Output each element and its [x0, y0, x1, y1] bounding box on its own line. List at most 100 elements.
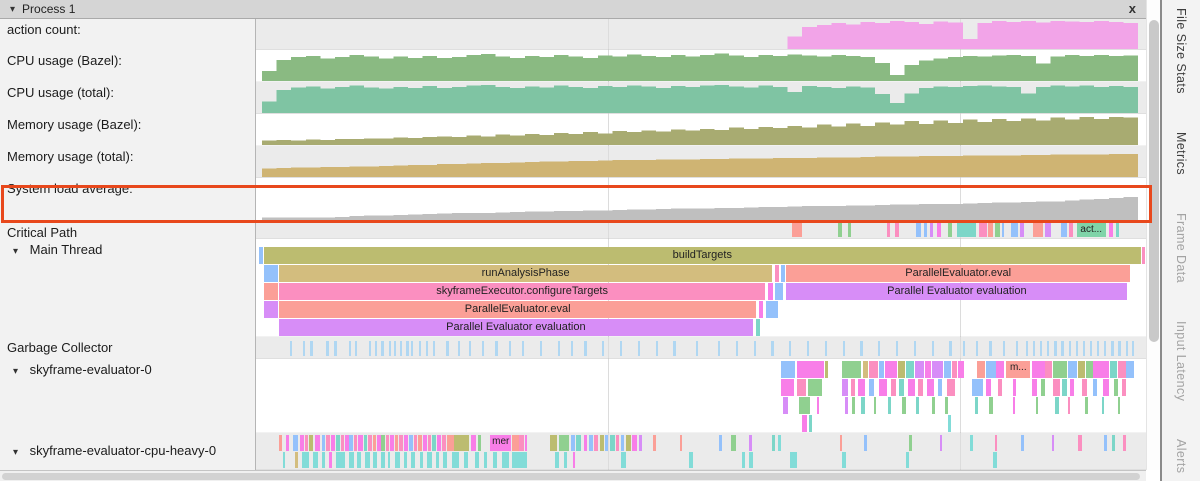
flame-bar[interactable] — [399, 435, 403, 451]
flame-bar[interactable] — [905, 361, 914, 378]
flame-bar[interactable] — [887, 397, 891, 414]
flame-bar[interactable] — [403, 452, 408, 468]
flame-bar[interactable] — [604, 435, 609, 451]
flame-bar[interactable] — [913, 341, 916, 356]
flame-bar[interactable] — [781, 361, 796, 378]
flame-bar[interactable] — [749, 435, 752, 451]
flame-bar[interactable] — [972, 379, 984, 396]
flame-bar[interactable] — [369, 341, 372, 356]
flame-bar[interactable] — [357, 452, 361, 468]
flame-bar[interactable] — [426, 452, 433, 468]
flame-bar[interactable] — [944, 397, 948, 414]
flame-bar[interactable] — [914, 361, 925, 378]
flame-bar-labeled[interactable]: ParallelEvaluator.eval — [786, 265, 1130, 282]
flame-bar[interactable] — [756, 319, 760, 336]
flame-bar[interactable] — [1108, 223, 1114, 237]
flame-bar[interactable] — [406, 341, 409, 356]
flame-bar[interactable] — [522, 341, 525, 356]
flame-bar[interactable] — [1126, 361, 1134, 378]
flame-bar[interactable] — [695, 341, 698, 356]
flame-bar[interactable] — [839, 435, 843, 451]
flame-bar[interactable] — [1093, 361, 1109, 378]
horizontal-scrollbar-thumb[interactable] — [2, 473, 1140, 480]
flame-bar-labeled[interactable]: skyframeExecutor.configureTargets — [279, 283, 766, 300]
flame-bar[interactable] — [1070, 379, 1074, 396]
flame-bar[interactable] — [975, 397, 978, 414]
flame-bar[interactable] — [599, 435, 604, 451]
flame-bar[interactable] — [841, 361, 862, 378]
flame-bar[interactable] — [309, 435, 313, 451]
vertical-scrollbar-thumb[interactable] — [1149, 20, 1159, 342]
flame-bar[interactable] — [1109, 361, 1117, 378]
memory-total-chart[interactable] — [256, 146, 1146, 178]
flame-bar[interactable] — [741, 452, 746, 468]
flame-bar[interactable] — [468, 341, 471, 356]
flame-bar[interactable] — [286, 435, 289, 451]
flame-bar[interactable] — [1047, 341, 1050, 356]
track-label-skyframe-cpu-heavy[interactable]: ▾ skyframe-evaluator-cpu-heavy-0 — [0, 433, 256, 470]
flame-bar[interactable] — [436, 435, 442, 451]
flame-bar[interactable] — [1062, 379, 1067, 396]
flame-bar[interactable] — [387, 452, 391, 468]
flame-bar[interactable] — [989, 397, 993, 414]
flame-bar[interactable] — [895, 341, 899, 356]
flame-bar[interactable] — [797, 379, 806, 396]
flame-bar[interactable] — [1019, 223, 1025, 237]
flame-bar[interactable] — [899, 379, 904, 396]
memory-bazel-chart[interactable] — [256, 114, 1146, 146]
flame-bar[interactable] — [442, 452, 448, 468]
flame-bar[interactable] — [781, 265, 785, 282]
flame-bar[interactable] — [774, 283, 783, 300]
flame-bar[interactable] — [816, 397, 820, 414]
flame-bar[interactable] — [549, 435, 557, 451]
flame-bar[interactable] — [842, 341, 845, 356]
flame-bar[interactable] — [998, 379, 1002, 396]
flame-bar[interactable] — [994, 435, 998, 451]
flame-bar[interactable] — [890, 379, 896, 396]
flame-bar[interactable] — [328, 452, 332, 468]
flame-bar[interactable] — [299, 435, 305, 451]
flame-bar[interactable] — [862, 361, 869, 378]
tab-file-size-stats[interactable]: File Size Stats — [1174, 8, 1188, 94]
horizontal-scrollbar[interactable] — [0, 470, 1146, 481]
flame-bar[interactable] — [1040, 379, 1045, 396]
flame-bar[interactable] — [336, 435, 340, 451]
flame-bar[interactable] — [638, 435, 643, 451]
tab-metrics[interactable]: Metrics — [1174, 131, 1188, 175]
flame-bar[interactable] — [765, 301, 778, 318]
flame-bar-labeled[interactable]: buildTargets — [264, 247, 1141, 264]
flame-bar[interactable] — [495, 341, 498, 356]
cpu-bazel-chart[interactable] — [256, 50, 1146, 82]
flame-bar[interactable] — [1032, 361, 1045, 378]
flame-bar[interactable] — [772, 435, 775, 451]
flame-bar[interactable] — [782, 397, 789, 414]
flame-bar[interactable] — [454, 435, 469, 451]
flame-bar-labeled[interactable]: m... — [1006, 361, 1031, 378]
flame-bar[interactable] — [879, 379, 887, 396]
flame-bar[interactable] — [943, 361, 952, 378]
flame-bar[interactable] — [887, 223, 890, 237]
flame-bar[interactable] — [447, 435, 454, 451]
flame-bar[interactable] — [1078, 435, 1082, 451]
flame-bar[interactable] — [321, 435, 326, 451]
flame-bar[interactable] — [519, 435, 524, 451]
flame-bar[interactable] — [1131, 341, 1134, 356]
flame-bar[interactable] — [1051, 435, 1055, 451]
flame-bar[interactable] — [902, 397, 906, 414]
flame-bar[interactable] — [348, 341, 351, 356]
main-thread-flame-chart[interactable]: buildTargets runAnalysisPhase ParallelEval… — [256, 239, 1146, 337]
flame-bar[interactable] — [419, 452, 424, 468]
flame-bar[interactable] — [1113, 379, 1118, 396]
cpu-total-chart[interactable] — [256, 82, 1146, 114]
flame-bar[interactable] — [304, 435, 309, 451]
flame-bar[interactable] — [838, 223, 842, 237]
flame-bar[interactable] — [354, 341, 357, 356]
flame-bar[interactable] — [808, 415, 813, 432]
flame-bar[interactable] — [615, 435, 620, 451]
flame-bar[interactable] — [958, 361, 965, 378]
flame-bar[interactable] — [781, 379, 794, 396]
flame-bar[interactable] — [1075, 341, 1078, 356]
flame-bar[interactable] — [909, 435, 912, 451]
flame-bar[interactable] — [403, 435, 409, 451]
flame-bar[interactable] — [655, 341, 658, 356]
